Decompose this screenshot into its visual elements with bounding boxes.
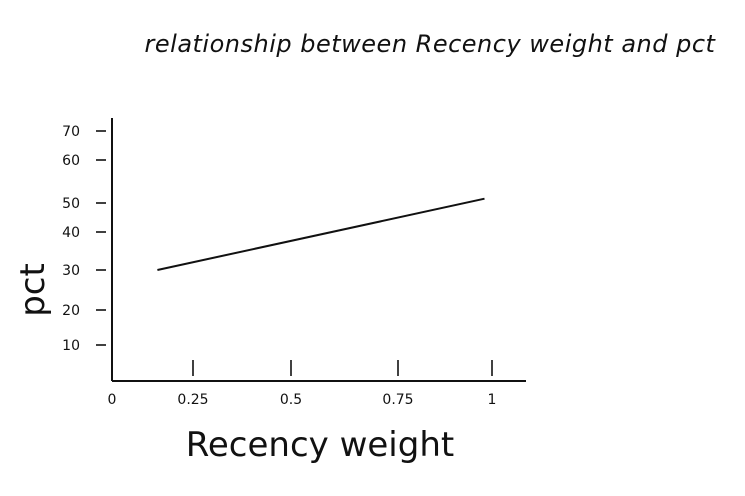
x-tick-label: 0 xyxy=(108,392,117,408)
y-axis-label: pct xyxy=(13,263,53,317)
x-axis-ticks: 0 0.25 0.5 0.75 1 xyxy=(108,360,497,408)
y-tick-label: 50 xyxy=(62,196,80,212)
x-tick-label: 0.25 xyxy=(177,392,208,408)
y-axis-ticks: 10 20 30 40 50 60 70 xyxy=(62,124,106,354)
y-tick-label: 40 xyxy=(62,225,80,241)
series-line xyxy=(157,197,485,271)
x-axis-label: Recency weight xyxy=(186,425,454,465)
y-tick-label: 20 xyxy=(62,303,80,319)
chart-title: relationship between Recency weight and … xyxy=(145,30,717,58)
y-tick-label: 30 xyxy=(62,263,80,279)
y-tick-label: 60 xyxy=(62,153,80,169)
y-tick-label: 70 xyxy=(62,124,80,140)
x-tick-label: 1 xyxy=(488,392,497,408)
x-tick-label: 0.5 xyxy=(280,392,302,408)
x-tick-label: 0.75 xyxy=(382,392,413,408)
series-group xyxy=(157,197,485,271)
y-tick-label: 10 xyxy=(62,338,80,354)
